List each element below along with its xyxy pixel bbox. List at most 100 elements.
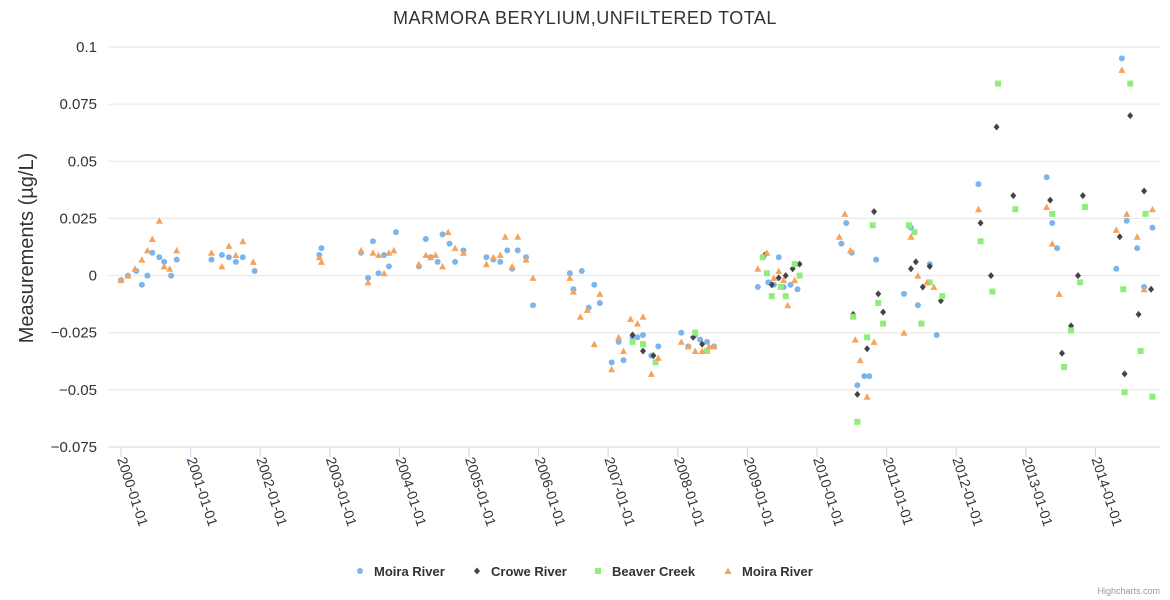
data-point	[1112, 226, 1120, 233]
data-point	[1134, 245, 1141, 252]
data-point	[1118, 66, 1126, 73]
x-tick-label: 2013-01-01	[1019, 455, 1056, 528]
data-point	[684, 342, 692, 350]
data-point	[415, 260, 423, 268]
data-point	[590, 340, 598, 348]
data-point	[780, 276, 788, 284]
data-point	[914, 272, 922, 279]
data-point	[850, 313, 857, 320]
data-point	[1123, 217, 1130, 224]
data-point	[763, 249, 771, 256]
data-point	[875, 290, 882, 298]
data-point	[629, 338, 636, 345]
data-point	[655, 343, 662, 350]
data-point	[380, 269, 388, 277]
data-point	[1133, 233, 1141, 240]
data-point	[697, 336, 704, 343]
data-point	[1010, 192, 1017, 200]
data-points	[117, 55, 1156, 425]
data-point	[1149, 393, 1156, 400]
data-point	[357, 246, 365, 254]
data-point	[1049, 210, 1056, 217]
legend-item[interactable]: Moira River	[724, 564, 813, 579]
data-point	[1118, 55, 1125, 62]
data-point	[870, 338, 878, 345]
data-point	[173, 256, 180, 263]
data-point	[1048, 240, 1056, 247]
data-point	[930, 283, 938, 290]
data-point	[615, 338, 622, 345]
data-point	[434, 258, 441, 265]
legend-label: Beaver Creek	[612, 564, 696, 579]
data-point	[1079, 192, 1086, 200]
data-point	[392, 229, 399, 236]
data-point	[422, 236, 429, 242]
data-point	[439, 231, 446, 238]
data-point	[704, 338, 711, 345]
legend-item[interactable]: Beaver Creek	[595, 564, 696, 579]
data-point	[1140, 285, 1148, 293]
legend[interactable]: Moira River Crowe River Beaver Creek Moira …	[357, 564, 813, 579]
data-point	[451, 244, 459, 252]
data-point	[156, 254, 163, 261]
data-point	[608, 365, 616, 373]
data-point	[522, 256, 530, 263]
data-point	[514, 233, 522, 240]
data-point	[596, 300, 603, 306]
x-tick-label: 2009-01-01	[741, 455, 778, 528]
y-tick-label: 0.1	[76, 39, 97, 56]
data-point	[225, 254, 232, 261]
data-point	[596, 290, 604, 297]
data-point	[975, 181, 982, 188]
data-point	[754, 284, 761, 290]
data-point	[775, 254, 782, 261]
y-axis-title: Measurements (µg/L)	[16, 153, 38, 343]
data-point	[1061, 364, 1068, 370]
data-point	[841, 210, 849, 217]
data-point	[851, 336, 859, 343]
y-tick-label: 0	[89, 268, 97, 285]
legend-label: Crowe River	[491, 564, 567, 579]
data-point	[375, 270, 382, 277]
data-point	[615, 333, 623, 341]
data-point	[763, 270, 770, 277]
data-point	[1049, 220, 1056, 226]
data-point	[1113, 265, 1120, 272]
data-point	[166, 265, 174, 272]
data-point	[977, 219, 984, 227]
data-point	[864, 334, 871, 341]
data-point	[482, 260, 490, 268]
legend-item[interactable]: Moira River	[357, 564, 445, 579]
data-point	[1058, 349, 1065, 357]
legend-item[interactable]: Crowe River	[474, 564, 567, 579]
credits-link[interactable]: Highcharts.com	[1097, 586, 1160, 596]
data-point	[1142, 210, 1149, 217]
x-tick-label: 2000-01-01	[114, 455, 151, 528]
data-point	[239, 237, 247, 245]
data-point	[754, 265, 762, 272]
data-point	[759, 254, 766, 261]
data-point	[710, 342, 718, 350]
y-tick-label: −0.05	[59, 382, 97, 399]
data-point	[591, 281, 598, 288]
data-point	[782, 272, 789, 280]
data-point	[705, 342, 713, 350]
data-point	[365, 274, 372, 281]
data-point	[1047, 196, 1054, 204]
x-tick-label: 2007-01-01	[601, 455, 638, 528]
data-point	[148, 235, 156, 242]
data-point	[620, 357, 627, 364]
legend-marker-diamond	[474, 567, 480, 575]
data-point	[907, 265, 914, 273]
data-point	[835, 233, 843, 240]
data-point	[863, 393, 871, 400]
legend-marker-square	[595, 568, 601, 574]
y-tick-label: −0.025	[51, 325, 97, 342]
data-point	[232, 258, 239, 265]
data-point	[161, 258, 168, 265]
data-point	[626, 315, 634, 322]
data-point	[1135, 310, 1142, 318]
data-point	[207, 249, 215, 256]
data-point	[787, 281, 794, 288]
